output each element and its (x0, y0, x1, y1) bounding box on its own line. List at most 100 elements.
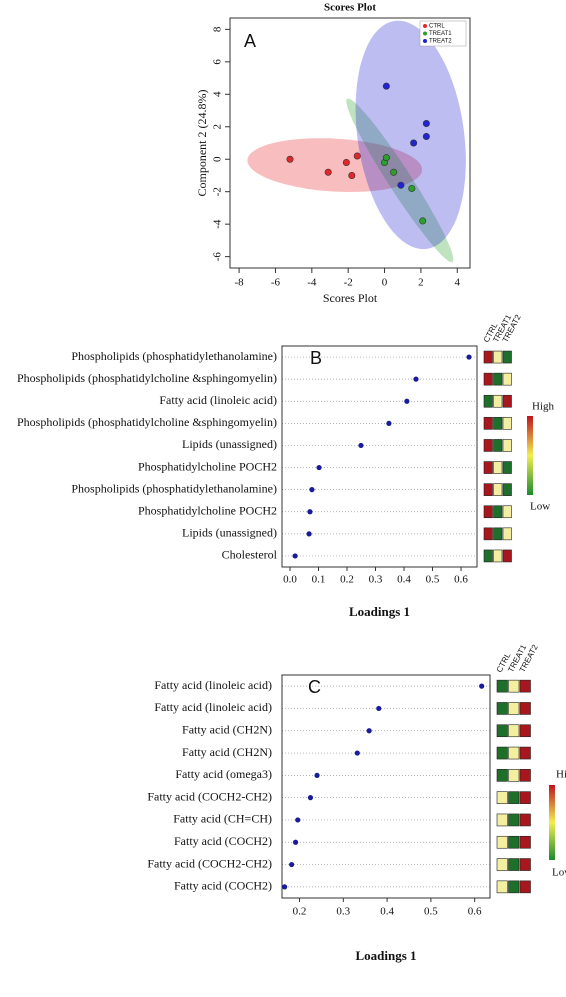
dot (307, 795, 314, 801)
y-tick-label: 6 (212, 59, 224, 65)
heatmap-cell (502, 527, 512, 541)
scale-label-high: High (532, 401, 555, 413)
color-scale (549, 785, 555, 860)
heatmap-cell (508, 858, 520, 871)
x-tick-label: 0.4 (397, 574, 411, 586)
heatmap-cell (508, 791, 520, 804)
legend-marker (423, 24, 427, 28)
point (353, 152, 361, 160)
heatmap-cell (496, 791, 508, 804)
heatmap-cell (483, 549, 493, 563)
category-label: Fatty acid (COCH2-CH2) (147, 789, 272, 803)
x-tick-label: 2 (418, 277, 424, 289)
dot (358, 442, 364, 449)
point (397, 181, 405, 189)
dot (386, 420, 392, 426)
heatmap-cell (519, 880, 531, 894)
panel-letter: C (308, 677, 321, 697)
x-axis-label: Loadings 1 (355, 948, 416, 963)
point (390, 168, 398, 176)
category-label: Fatty acid (omega3) (175, 767, 272, 781)
panel-letter: B (310, 348, 322, 368)
x-tick-label: -4 (307, 277, 317, 289)
x-tick-label: 0.0 (283, 574, 297, 586)
point (286, 155, 294, 163)
category-label: Fatty acid (linoleic acid) (154, 700, 272, 714)
heatmap-cell (483, 350, 493, 364)
legend-marker (423, 39, 427, 43)
confidence-ellipse (346, 98, 454, 263)
x-tick-label: 0.6 (454, 574, 468, 586)
category-label: Phosphatidylcholine POCH2 (138, 504, 277, 518)
y-tick-label: 2 (212, 124, 224, 130)
x-tick-label: 0.3 (369, 574, 383, 586)
heatmap-cell (483, 417, 493, 430)
heatmap-cell (508, 724, 520, 738)
heatmap-cell (519, 858, 531, 871)
category-label: Phosphatidylcholine POCH2 (138, 459, 277, 473)
legend-box (419, 20, 467, 47)
legend-label: CTRL (429, 24, 445, 30)
heatmap-cell (502, 439, 512, 452)
x-tick-label: 0.1 (312, 574, 326, 586)
confidence-ellipse (355, 20, 466, 250)
color-scale (527, 416, 533, 495)
dot (466, 354, 472, 360)
category-label: Phospholipids (phosphatidylcholine &sphi… (17, 371, 277, 385)
heatmap-cell (493, 483, 503, 496)
scale-label-low: Low (552, 867, 566, 879)
category-label: Fatty acid (CH2N) (182, 745, 272, 759)
heatmap-cell (502, 394, 512, 408)
point (324, 168, 332, 176)
dot (316, 464, 322, 471)
heatmap-cell (496, 702, 508, 715)
heatmap-cell (483, 439, 493, 452)
category-label: Fatty acid (COCH2-CH2) (147, 856, 272, 870)
category-label: Fatty acid (linoleic acid) (159, 393, 277, 407)
heatmap-cell (496, 858, 508, 871)
point (382, 154, 390, 162)
heatmap-cell (502, 372, 512, 386)
dot (366, 728, 372, 734)
dot (404, 398, 410, 404)
category-label: Cholesterol (222, 548, 278, 562)
heatmap-cell (496, 746, 508, 760)
x-tick-label: -8 (235, 277, 245, 289)
plot-frame (229, 17, 471, 269)
heatmap-cell (519, 813, 531, 827)
heatmap-cell (493, 549, 503, 563)
x-tick-label: 0.2 (293, 906, 307, 918)
y-tick-label: 4 (212, 91, 224, 97)
heatmap-cell (502, 461, 512, 474)
point (342, 158, 350, 166)
heatmap-cell (496, 769, 508, 782)
heatmap-cell (496, 813, 508, 827)
heatmap-cell (483, 372, 493, 386)
heatmap-cell (508, 835, 520, 849)
heatmap-cell (502, 483, 512, 496)
x-axis-label: Scores Plot (323, 291, 378, 305)
heatmap-cell (502, 417, 512, 430)
heatmap-cell (493, 439, 503, 452)
heatmap-cell (483, 394, 493, 408)
y-tick-label: 0 (212, 156, 224, 162)
x-tick-label: 0 (382, 277, 388, 289)
plot-frame (281, 345, 478, 568)
point (348, 171, 356, 179)
heatmap-cell (483, 527, 493, 541)
y-tick-label: 8 (212, 26, 224, 32)
dot (282, 884, 288, 890)
x-tick-label: 0.3 (336, 906, 350, 918)
point (410, 139, 418, 147)
heatmap-cell (493, 417, 503, 430)
x-tick-label: 0.5 (426, 574, 440, 586)
y-tick-label: -2 (212, 187, 224, 196)
dot (309, 487, 315, 493)
category-label: Fatty acid (COCH2) (174, 879, 272, 893)
scale-label-low: Low (530, 501, 550, 513)
x-tick-label: -2 (344, 277, 353, 289)
dot (307, 509, 313, 515)
heatmap-cell (483, 505, 493, 519)
heatmap-cell (483, 483, 493, 496)
category-label: Lipids (unassigned) (182, 526, 277, 540)
